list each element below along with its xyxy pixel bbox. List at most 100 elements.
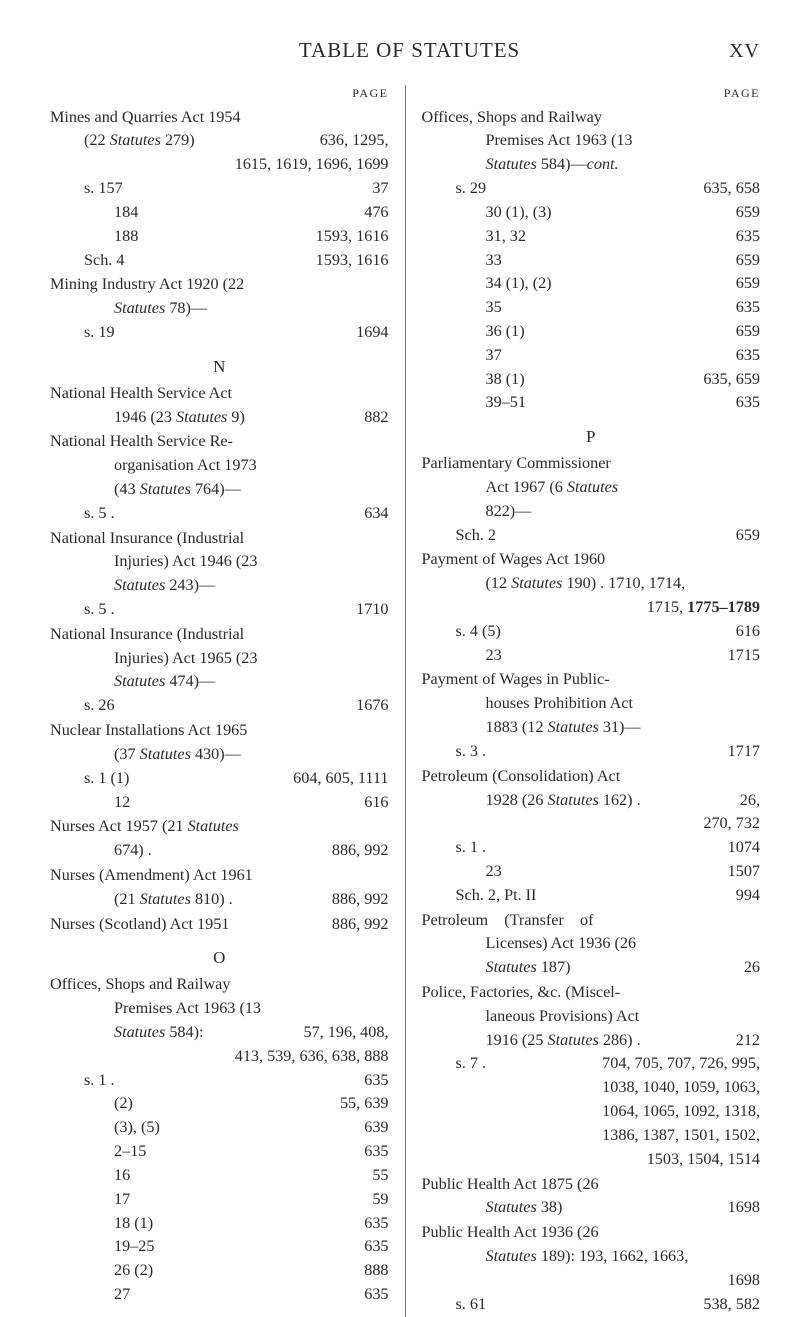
entry-line: s. 1 (1)604, 605, 1111 xyxy=(50,767,389,791)
entry-line: s. 5 . 634 xyxy=(50,502,389,526)
entry-line: 19–25 635 xyxy=(50,1235,389,1259)
statute-entry: National Health Service Act1946 (23 Stat… xyxy=(50,382,389,430)
entry-line: Nurses (Amendment) Act 1961 xyxy=(50,864,389,888)
entry-line: Offices, Shops and Railway xyxy=(50,973,389,997)
entry-label: Premises Act 1963 (13 xyxy=(50,997,261,1021)
entry-line: 31, 32635 xyxy=(422,225,761,249)
entry-line: Injuries) Act 1965 (23 xyxy=(50,647,389,671)
entry-label: s. 4 (5) xyxy=(422,620,501,644)
entry-page: 476 xyxy=(364,201,388,225)
page-label-left: PAGE xyxy=(50,85,389,103)
entry-page: 635 xyxy=(364,1212,388,1236)
entry-label: 12 xyxy=(50,791,130,815)
statute-entry: National Insurance (IndustrialInjuries) … xyxy=(50,623,389,718)
entry-line: Statutes 187)26 xyxy=(422,956,761,980)
entry-line: Public Health Act 1875 (26 xyxy=(422,1173,761,1197)
entry-label: organisation Act 1973 xyxy=(50,454,257,478)
entry-label: Statutes 584)—cont. xyxy=(422,153,619,177)
section-letter: O xyxy=(50,946,389,971)
entry-line: 1698 xyxy=(422,1269,761,1293)
entry-label: s. 7 . xyxy=(422,1052,487,1076)
entry-label: 23 xyxy=(422,644,502,668)
entry-label: Offices, Shops and Railway xyxy=(422,106,602,130)
entry-line: (3), (5)639 xyxy=(50,1116,389,1140)
entry-line: 1715, 1775–1789 xyxy=(422,596,761,620)
entry-line: Nuclear Installations Act 1965 xyxy=(50,719,389,743)
entry-label: National Insurance (Industrial xyxy=(50,623,244,647)
entry-label: Mining Industry Act 1920 (22 xyxy=(50,273,244,297)
entry-page: 1507 xyxy=(728,860,760,884)
entry-page: 659 xyxy=(736,320,760,344)
entry-label: Police, Factories, &c. (Miscel- xyxy=(422,981,621,1005)
entry-line: 26 (2)888 xyxy=(50,1259,389,1283)
entry-label: Offices, Shops and Railway xyxy=(50,973,230,997)
entry-line: houses Prohibition Act xyxy=(422,692,761,716)
statute-entry: Nuclear Installations Act 1965(37 Statut… xyxy=(50,719,389,814)
entry-label: Mines and Quarries Act 1954 xyxy=(50,106,241,130)
entry-page: 1694 xyxy=(356,321,388,345)
entry-line: s. 261676 xyxy=(50,694,389,718)
entry-label: Statutes 38) xyxy=(422,1196,563,1220)
entry-page: 1593, 1616 xyxy=(316,225,389,249)
entry-label: 19–25 xyxy=(50,1235,154,1259)
entry-label: 822)— xyxy=(422,500,532,524)
entry-line: Petroleum (Transfer of xyxy=(422,909,761,933)
entry-label: Sch. 4 xyxy=(50,249,124,273)
entry-page: 635 xyxy=(736,296,760,320)
entry-line: 1038, 1040, 1059, 1063, xyxy=(422,1076,761,1100)
page-label-right: PAGE xyxy=(422,85,761,103)
entry-line: Offices, Shops and Railway xyxy=(422,106,761,130)
entry-page: 635 xyxy=(364,1140,388,1164)
entry-page: 616 xyxy=(364,791,388,815)
entry-label: Injuries) Act 1946 (23 xyxy=(50,550,257,574)
entry-line: s. 191694 xyxy=(50,321,389,345)
entry-label: 34 (1), (2) xyxy=(422,272,552,296)
entry-label: National Insurance (Industrial xyxy=(50,527,244,551)
entry-page: 604, 605, 1111 xyxy=(293,767,388,791)
entry-page: 1715 xyxy=(728,644,760,668)
entry-label: (22 Statutes 279) xyxy=(50,129,195,153)
entry-page: 886, 992 xyxy=(332,913,389,937)
entry-line: Premises Act 1963 (13 xyxy=(50,997,389,1021)
entry-label: Public Health Act 1875 (26 xyxy=(422,1173,599,1197)
entry-line: Sch. 2659 xyxy=(422,524,761,548)
entry-page: 635 xyxy=(364,1235,388,1259)
entry-line: 270, 732 xyxy=(422,812,761,836)
entry-label: Statutes 243)— xyxy=(50,574,215,598)
header-row: TABLE OF STATUTES XV xyxy=(50,38,760,63)
entry-label: 30 (1), (3) xyxy=(422,201,552,225)
entry-label: Act 1967 (6 Statutes xyxy=(422,476,619,500)
entry-label: s. 29 xyxy=(422,177,487,201)
entry-label: 27 xyxy=(50,1283,130,1307)
entry-label: s. 5 . xyxy=(50,502,115,526)
entry-page: 1676 xyxy=(356,694,388,718)
entry-label: Payment of Wages in Public- xyxy=(422,668,610,692)
entry-line: 1916 (25 Statutes 286) .212 xyxy=(422,1029,761,1053)
entry-label: 23 xyxy=(422,860,502,884)
entry-page: 59 xyxy=(372,1188,388,1212)
entry-line: 1615, 1619, 1696, 1699 xyxy=(50,153,389,177)
entry-line: 23 1715 xyxy=(422,644,761,668)
entry-line: Public Health Act 1936 (26 xyxy=(422,1221,761,1245)
entry-label: Public Health Act 1936 (26 xyxy=(422,1221,599,1245)
entry-line: 1946 (23 Statutes 9)882 xyxy=(50,406,389,430)
entry-line: (21 Statutes 810) .886, 992 xyxy=(50,888,389,912)
entry-label: (21 Statutes 810) . xyxy=(50,888,233,912)
entry-line: 2–15635 xyxy=(50,1140,389,1164)
entry-page: 634 xyxy=(364,502,388,526)
entry-label: 18 (1) xyxy=(50,1212,153,1236)
entry-label: Statutes 187) xyxy=(422,956,571,980)
entry-label: Petroleum (Consolidation) Act xyxy=(422,765,621,789)
statute-entry: Police, Factories, &c. (Miscel-laneous P… xyxy=(422,981,761,1172)
entry-line: 34 (1), (2)659 xyxy=(422,272,761,296)
entry-line: National Health Service Re- xyxy=(50,430,389,454)
entry-line: Statutes 189): 193, 1662, 1663, xyxy=(422,1245,761,1269)
entry-label: 33 xyxy=(422,249,502,273)
entry-line: Mines and Quarries Act 1954 xyxy=(50,106,389,130)
entry-page: 888 xyxy=(364,1259,388,1283)
entry-page: 635 xyxy=(736,391,760,415)
entry-line: 674) .886, 992 xyxy=(50,839,389,863)
entry-line: 822)— xyxy=(422,500,761,524)
statute-entry: Petroleum (Consolidation) Act1928 (26 St… xyxy=(422,765,761,908)
entry-line: Nurses Act 1957 (21 Statutes xyxy=(50,815,389,839)
